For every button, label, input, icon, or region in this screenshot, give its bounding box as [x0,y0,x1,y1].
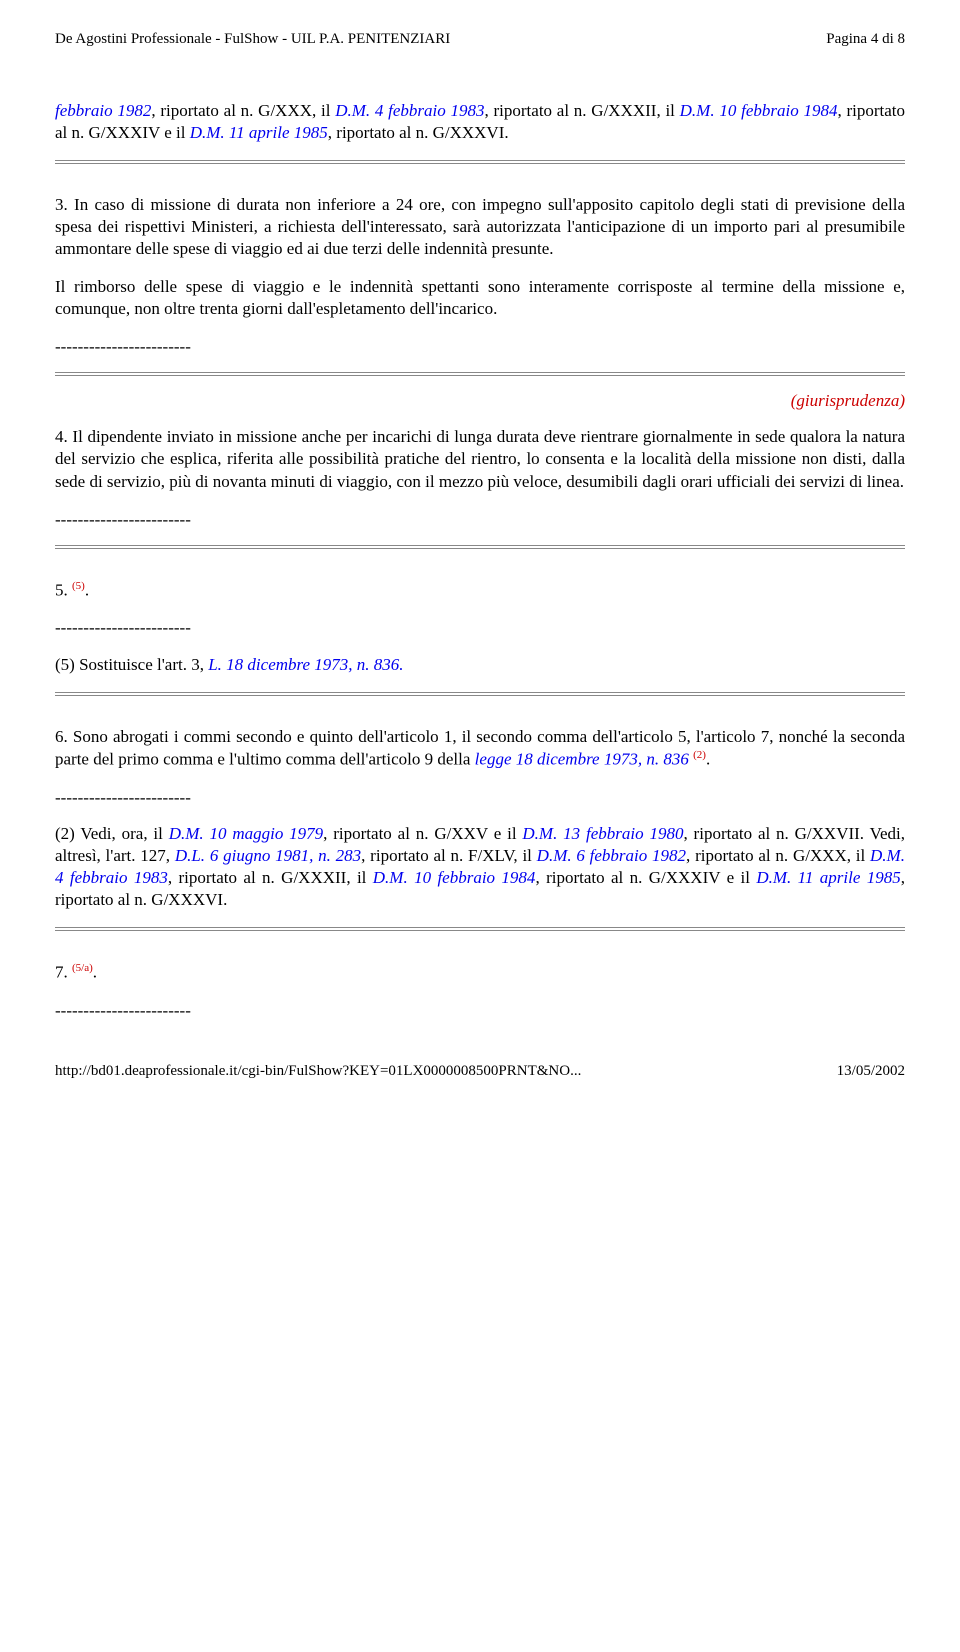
link-feb1982[interactable]: febbraio 1982 [55,101,151,120]
art3-p2: Il rimborso delle spese di viaggio e le … [55,276,905,320]
link-dm-10mag1979[interactable]: D.M. 10 maggio 1979 [169,824,323,843]
dashes: ------------------------ [55,509,905,531]
n2c: , riportato al n. G/XXV e il [323,824,522,843]
n2g: , riportato al n. F/XLV, il [361,846,537,865]
divider [55,692,905,693]
art3-p1: 3. In caso di missione di durata non inf… [55,194,905,260]
n2a: (2) Vedi, ora, il [55,824,169,843]
link-dm-11apr1985-b[interactable]: D.M. 11 aprile 1985 [756,868,900,887]
art5-number: 5. [55,580,68,599]
link-dm-6feb1982[interactable]: D.M. 6 febbraio 1982 [537,846,686,865]
footer-url: http://bd01.deaprofessionale.it/cgi-bin/… [55,1062,581,1082]
divider [55,548,905,549]
art5-sup[interactable]: (5) [72,580,85,592]
n2m: , riportato al n. G/XXXIV e il [535,868,756,887]
n2i: , riportato al n. G/XXX, il [686,846,870,865]
n2k: , riportato al n. G/XXXII, il [168,868,373,887]
divider [55,695,905,696]
link-dl-6giu1981[interactable]: D.L. 6 giugno 1981, n. 283 [175,846,361,865]
art5-num: 5. (5). [55,579,905,602]
header-left: De Agostini Professionale - FulShow - UI… [55,30,450,50]
dashes: ------------------------ [55,336,905,358]
art6-sup[interactable]: (2) [693,749,706,761]
art6-note2: (2) Vedi, ora, il D.M. 10 maggio 1979, r… [55,823,905,911]
intro-t2: , riportato al n. G/XXXII, il [485,101,680,120]
art7-num: 7. (5/a). [55,961,905,984]
dashes: ------------------------ [55,617,905,639]
footer-date: 13/05/2002 [837,1062,905,1082]
art7-number: 7. [55,963,68,982]
link-dm-13feb1980[interactable]: D.M. 13 febbraio 1980 [522,824,683,843]
dashes: ------------------------ [55,787,905,809]
intro-t4: , riportato al n. G/XXXVI. [328,123,509,142]
divider [55,930,905,931]
art5-note-a: (5) Sostituisce l'art. 3, [55,655,208,674]
divider [55,160,905,161]
link-dm-10feb1984[interactable]: D.M. 10 febbraio 1984 [680,101,838,120]
intro-paragraph: febbraio 1982, riportato al n. G/XXX, il… [55,100,905,144]
divider [55,372,905,373]
art7-sup[interactable]: (5/a) [72,962,93,974]
link-l-18dic1973[interactable]: L. 18 dicembre 1973, n. 836. [208,655,403,674]
art5-note: (5) Sostituisce l'art. 3, L. 18 dicembre… [55,654,905,676]
art4-p1: 4. Il dipendente inviato in missione anc… [55,426,905,492]
header-right: Pagina 4 di 8 [826,30,905,50]
art6-dot: . [706,749,710,768]
link-dm-11apr1985[interactable]: D.M. 11 aprile 1985 [190,123,328,142]
link-legge-18dic1973[interactable]: legge 18 dicembre 1973, n. 836 [475,749,689,768]
divider [55,375,905,376]
art5-dot: . [85,580,89,599]
divider [55,927,905,928]
link-dm-10feb1984-b[interactable]: D.M. 10 febbraio 1984 [373,868,536,887]
art7-dot: . [93,963,97,982]
intro-t1: , riportato al n. G/XXX, il [151,101,335,120]
giurisprudenza-link[interactable]: (giurisprudenza) [791,391,905,410]
link-dm-4feb1983[interactable]: D.M. 4 febbraio 1983 [335,101,484,120]
divider [55,545,905,546]
dashes: ------------------------ [55,1000,905,1022]
art6-p1: 6. Sono abrogati i commi secondo e quint… [55,726,905,771]
divider [55,163,905,164]
